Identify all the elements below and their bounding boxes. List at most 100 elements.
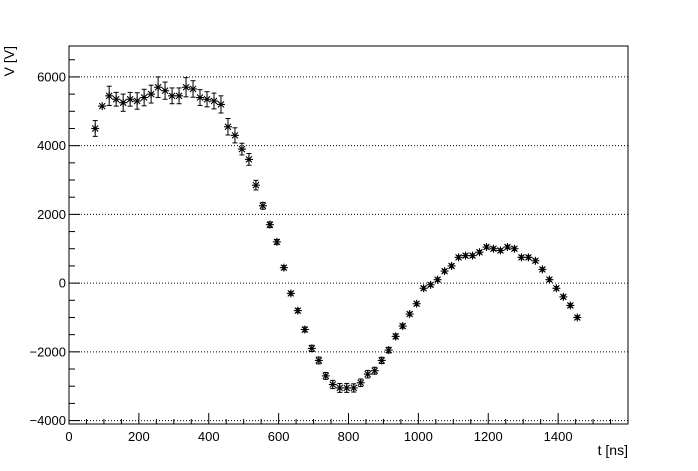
marker-stroke: [504, 243, 511, 251]
x-tick-label: 1400: [544, 429, 573, 444]
marker-stroke: [273, 238, 281, 246]
marker-stroke: [154, 83, 162, 91]
data-point: [230, 127, 239, 144]
data-point: [545, 275, 554, 284]
x-tick-label: 600: [268, 429, 290, 444]
x-tick-label: 800: [338, 429, 360, 444]
x-tick-labels: 0 200 400 600 800 1000 1200 1400: [65, 429, 572, 444]
marker-stroke: [182, 83, 190, 91]
marker-stroke: [196, 94, 204, 101]
marker-stroke: [525, 253, 532, 261]
marker-stroke: [573, 314, 581, 321]
marker-stroke: [434, 276, 441, 284]
data-point: [412, 299, 421, 308]
marker-stroke: [406, 310, 414, 318]
data-point: [175, 87, 184, 105]
data-point: [147, 84, 156, 104]
axis-ticks: [68, 59, 629, 424]
data-point: [524, 253, 533, 262]
marker-stroke: [91, 125, 99, 132]
marker-stroke: [161, 87, 169, 95]
marker-stroke: [259, 202, 267, 210]
data-point: [566, 301, 575, 310]
data-point: [454, 253, 463, 262]
data-point: [482, 243, 491, 252]
data-point: [503, 243, 512, 252]
data-point: [328, 379, 337, 390]
marker-stroke: [427, 281, 434, 289]
data-point: [168, 87, 177, 105]
data-point: [196, 89, 205, 106]
data-point: [489, 244, 498, 253]
data-point: [265, 220, 274, 229]
data-points: [91, 76, 582, 393]
data-point: [363, 369, 372, 379]
marker-stroke: [483, 243, 490, 251]
marker-stroke: [497, 247, 504, 254]
x-tick-label: 0: [65, 429, 72, 444]
data-point: [272, 237, 281, 246]
marker-stroke: [455, 253, 462, 261]
data-point: [398, 322, 407, 331]
data-point: [119, 93, 128, 112]
marker-stroke: [98, 102, 106, 110]
data-point: [161, 81, 170, 100]
marker-stroke: [301, 326, 309, 333]
data-point: [552, 284, 561, 293]
marker-stroke: [329, 381, 337, 388]
x-axis-title: t [ns]: [598, 442, 628, 458]
data-point: [335, 382, 344, 393]
data-point: [559, 292, 568, 301]
data-point: [223, 118, 232, 136]
marker-stroke: [539, 265, 546, 273]
data-point: [105, 85, 114, 106]
marker-stroke: [266, 221, 274, 229]
marker-stroke: [385, 346, 393, 354]
marker-stroke: [294, 307, 302, 314]
grid-lines: [69, 76, 628, 422]
marker-stroke: [532, 257, 539, 265]
marker-stroke: [490, 245, 497, 253]
marker-stroke: [322, 372, 330, 380]
data-point: [307, 344, 316, 353]
marker-stroke: [238, 145, 246, 153]
data-point: [468, 251, 477, 260]
x-tick-label: 400: [198, 429, 220, 444]
marker-stroke: [336, 384, 344, 392]
data-point: [419, 284, 428, 293]
data-point: [279, 263, 288, 272]
data-point: [251, 179, 260, 191]
marker-stroke: [357, 379, 365, 387]
marker-stroke: [175, 92, 183, 100]
data-point: [384, 346, 393, 355]
marker-stroke: [413, 300, 421, 308]
data-point: [573, 313, 582, 322]
data-point: [349, 383, 358, 393]
data-point: [244, 153, 253, 166]
x-tick-label: 1000: [404, 429, 433, 444]
data-point: [391, 332, 400, 341]
data-point: [370, 366, 379, 375]
data-point: [300, 325, 309, 334]
data-point: [342, 382, 351, 393]
marker-stroke: [392, 332, 400, 340]
marker-stroke: [518, 253, 525, 261]
data-point: [203, 91, 212, 108]
marker-stroke: [364, 370, 372, 378]
marker-stroke: [566, 302, 574, 309]
marker-stroke: [343, 384, 351, 392]
y-tick-label: −4000: [29, 413, 66, 428]
marker-stroke: [189, 85, 197, 93]
marker-stroke: [140, 94, 148, 101]
data-point: [209, 92, 218, 110]
data-point: [356, 378, 365, 388]
data-point: [237, 142, 246, 156]
marker-stroke: [420, 284, 428, 292]
marker-stroke: [469, 252, 476, 260]
data-point: [258, 201, 267, 210]
data-point: [433, 275, 442, 284]
data-point: [154, 76, 163, 99]
marker-stroke: [399, 322, 407, 330]
marker-stroke: [559, 293, 567, 301]
